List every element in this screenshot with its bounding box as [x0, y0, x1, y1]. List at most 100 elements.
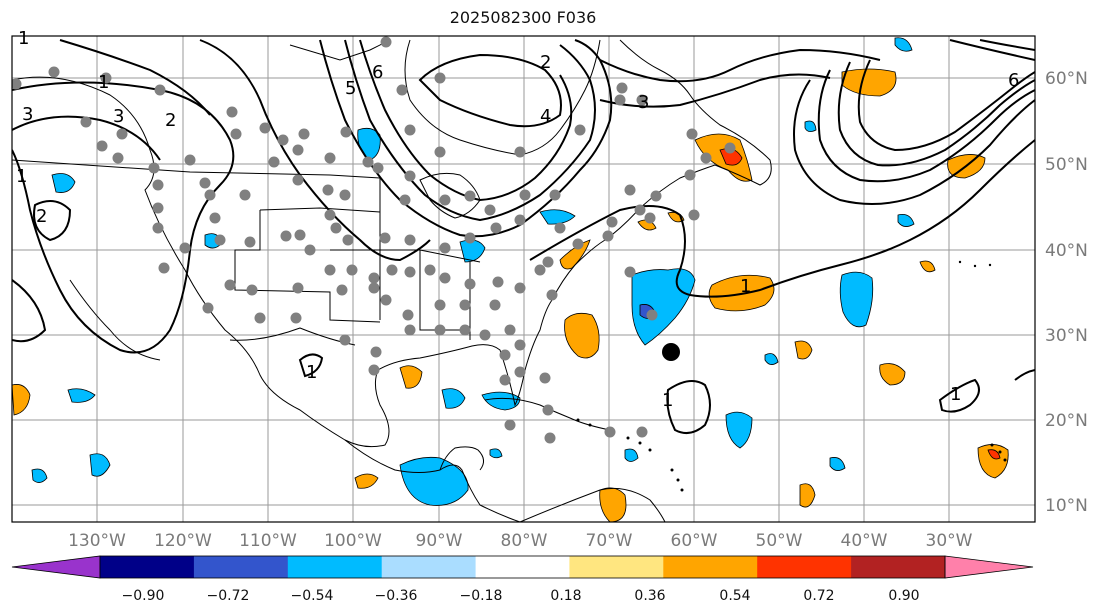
station-dot	[484, 204, 496, 216]
map-title: 2025082300 F036	[449, 8, 597, 27]
colorbar-tick-label: 0.72	[803, 588, 834, 604]
station-dot	[519, 189, 531, 201]
station-dot	[339, 189, 351, 201]
station-dot	[324, 264, 336, 276]
station-dot	[606, 216, 618, 228]
colorbar-segment	[193, 556, 289, 578]
lon-label: 70°W	[586, 531, 633, 551]
station-dot	[342, 234, 354, 246]
station-dot	[322, 184, 334, 196]
station-dot	[292, 144, 304, 156]
station-dot	[226, 106, 238, 118]
station-dot	[204, 189, 216, 201]
station-dot	[634, 204, 646, 216]
station-dot	[280, 230, 292, 242]
lon-label: 40°W	[841, 531, 888, 551]
lat-label: 20°N	[1045, 411, 1088, 431]
station-dot	[154, 84, 166, 96]
station-dot	[534, 264, 546, 276]
station-dot	[616, 82, 628, 94]
contour-label: 1	[16, 166, 27, 187]
station-dot	[554, 222, 566, 234]
station-dot	[539, 372, 551, 384]
station-dot	[644, 212, 656, 224]
station-dot	[298, 128, 310, 140]
colorbar-segment	[475, 556, 570, 578]
station-dot	[268, 156, 280, 168]
station-dot	[214, 234, 226, 246]
station-dot	[549, 189, 561, 201]
station-dot	[504, 324, 516, 336]
station-dot	[202, 302, 214, 314]
lon-label: 130°W	[68, 531, 126, 551]
lat-label: 60°N	[1045, 69, 1088, 89]
station-dot	[504, 419, 516, 431]
colorbar-tick-label: −0.72	[207, 588, 250, 604]
station-dot	[514, 282, 526, 294]
station-dot	[292, 282, 304, 294]
station-dot	[152, 202, 164, 214]
station-dot	[336, 284, 348, 296]
colorbar-segment	[381, 556, 477, 578]
station-dot	[514, 366, 526, 378]
station-dot	[116, 128, 128, 140]
colorbar-segment	[569, 556, 664, 578]
observation-stations	[12, 36, 736, 444]
plot-frame	[11, 35, 1036, 523]
station-dot	[80, 116, 92, 128]
colorbar-segment	[851, 556, 946, 578]
station-dot	[602, 230, 614, 242]
station-dot	[624, 184, 636, 196]
lon-label: 50°W	[756, 531, 803, 551]
station-dot	[459, 324, 471, 336]
station-dot	[184, 154, 196, 166]
station-dot	[370, 346, 382, 358]
station-dot	[362, 156, 374, 168]
latitude-labels: 60°N 50°N 40°N 30°N 20°N 10°N	[1045, 69, 1088, 516]
station-dot	[646, 309, 658, 321]
station-dot	[479, 329, 491, 341]
station-dot	[404, 266, 416, 278]
colorbar-tick-label: 0.36	[634, 588, 665, 604]
station-dot	[404, 234, 416, 246]
contour-lines	[12, 39, 1035, 435]
station-dot	[340, 126, 352, 138]
station-dot	[542, 256, 554, 268]
contour-label: 6	[1008, 70, 1019, 91]
contour-label: 5	[345, 78, 356, 99]
station-dot	[686, 128, 698, 140]
colorbar-segment	[287, 556, 383, 578]
station-dot	[380, 294, 392, 306]
station-dot	[259, 122, 271, 134]
contour-label: 1	[306, 362, 317, 383]
station-dot	[277, 134, 289, 146]
station-dot	[246, 284, 258, 296]
lon-label: 60°W	[671, 531, 718, 551]
colorbar-tick-label: −0.18	[460, 588, 503, 604]
station-dot	[604, 426, 616, 438]
station-dot	[230, 128, 242, 140]
station-dot	[399, 194, 411, 206]
lat-label: 40°N	[1045, 241, 1088, 261]
station-dot	[489, 299, 501, 311]
contour-label: 1	[98, 72, 109, 93]
colorbar-tick-label: 0.54	[719, 588, 750, 604]
colorbar-tick-label: 0.18	[550, 588, 581, 604]
contour-label: 3	[638, 92, 649, 113]
colorbar: −0.90 −0.72 −0.54 −0.36 −0.18 0.18 0.36 …	[11, 555, 1034, 604]
station-dot	[636, 426, 648, 438]
station-dot	[294, 229, 306, 241]
lat-label: 10°N	[1045, 496, 1088, 516]
station-dot	[464, 278, 476, 290]
station-dot	[614, 94, 626, 106]
station-dot	[636, 94, 648, 106]
station-dot	[96, 140, 108, 152]
station-dot	[152, 222, 164, 234]
station-dot	[152, 179, 164, 191]
colorbar-tick-label: −0.36	[375, 588, 418, 604]
station-dot	[368, 364, 380, 376]
station-dot	[254, 312, 266, 324]
station-dot	[439, 242, 451, 254]
station-dot	[346, 264, 358, 276]
contour-label: 1	[740, 276, 751, 297]
